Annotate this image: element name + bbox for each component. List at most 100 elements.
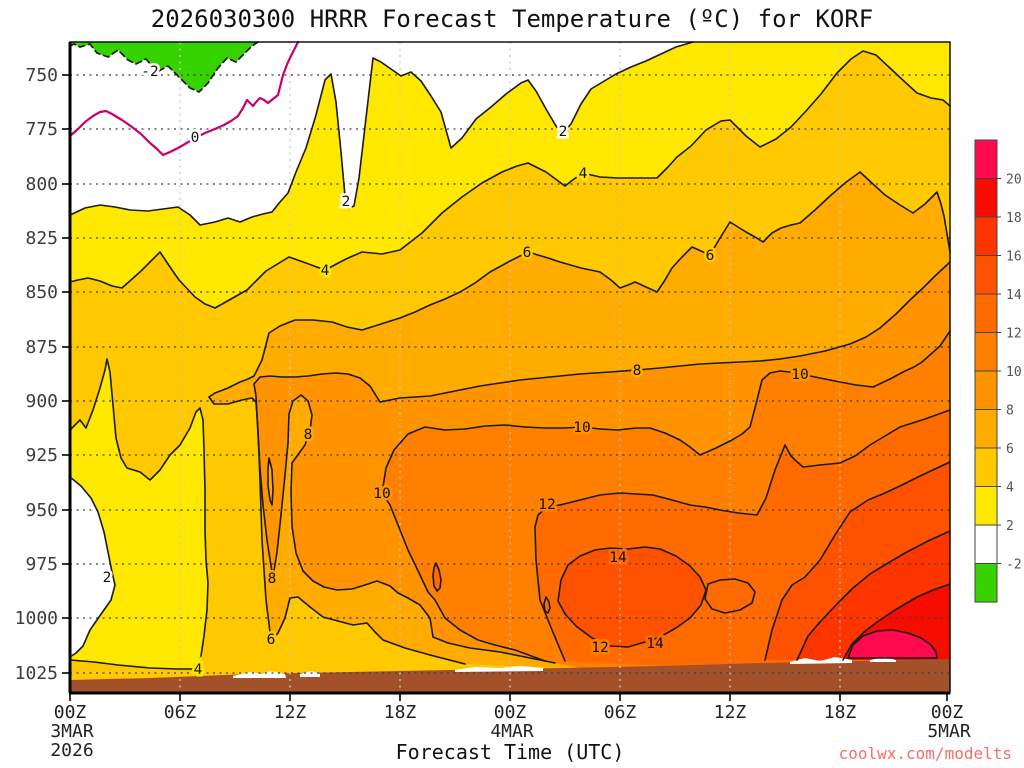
colorbar-segment bbox=[975, 217, 997, 257]
y-tick-label: 1025 bbox=[15, 663, 58, 684]
region-sliver-white-4 bbox=[790, 657, 852, 664]
y-tick-label: 825 bbox=[25, 228, 58, 249]
contour-label: 8 bbox=[633, 363, 642, 379]
contour-label: 2 bbox=[103, 570, 112, 586]
contour-label: 4 bbox=[579, 166, 588, 182]
contour-label: 4 bbox=[321, 263, 330, 279]
contour-label: 6 bbox=[706, 248, 715, 264]
contour-8 bbox=[253, 261, 951, 664]
contour-18-wedge bbox=[842, 583, 951, 661]
colorbar-tick-label: 6 bbox=[1006, 442, 1014, 457]
colorbar-tick-label: 16 bbox=[1006, 250, 1022, 265]
y-tick-label: 800 bbox=[25, 174, 58, 195]
colorbar-segment bbox=[975, 371, 997, 411]
region-sliver-white-3 bbox=[455, 666, 543, 672]
y-tick-label: 750 bbox=[25, 65, 58, 86]
contour-2 bbox=[69, 41, 694, 226]
contour-label: 14 bbox=[609, 550, 627, 566]
colorbar-tick-label: 20 bbox=[1006, 173, 1022, 188]
contour-0-magenta bbox=[68, 40, 300, 157]
colorbar-segment bbox=[975, 332, 997, 372]
region-ge20-pink-blob bbox=[848, 630, 937, 658]
x-tick-date-label: 5MAR bbox=[927, 721, 971, 742]
region-sliver-white-2 bbox=[300, 671, 320, 677]
contour-label: 2 bbox=[342, 194, 351, 210]
contour-14-blob bbox=[557, 546, 707, 648]
colorbar-tick-label: -2 bbox=[1006, 558, 1022, 573]
contour-label: 6 bbox=[523, 245, 532, 261]
y-tick-label: 850 bbox=[25, 282, 58, 303]
chart-title: 2026030300 HRRR Forecast Temperature (ºC… bbox=[150, 5, 874, 33]
y-tick-label: 775 bbox=[25, 119, 58, 140]
colorbar-segment bbox=[975, 525, 997, 565]
x-tick-label: 06Z bbox=[604, 702, 637, 723]
contour-label: 8 bbox=[268, 571, 277, 587]
region-white-blob-bottom-left bbox=[70, 477, 115, 657]
contour-minus2-dashed bbox=[69, 41, 259, 93]
x-axis-title: Forecast Time (UTC) bbox=[395, 740, 625, 764]
contour-label: -2 bbox=[141, 64, 158, 80]
region-14-closed-blob bbox=[558, 547, 706, 647]
contour-label: 12 bbox=[538, 497, 555, 513]
x-tick-label: 12Z bbox=[714, 702, 747, 723]
colorbar-tick-label: 12 bbox=[1006, 327, 1022, 342]
contour-20-pink-blob bbox=[847, 629, 938, 659]
contour-closed-pocket bbox=[704, 578, 756, 614]
contour-closed-teardrop-2 bbox=[543, 596, 551, 614]
x-tick-date-label: 4MAR bbox=[490, 721, 534, 742]
contour-closed-sliver bbox=[267, 457, 274, 506]
x-tick-label: 00Z bbox=[931, 702, 964, 723]
contour-closed-teardrop-1 bbox=[432, 562, 442, 592]
y-tick-label: 1000 bbox=[15, 608, 58, 629]
x-tick-label: 06Z bbox=[164, 702, 197, 723]
contour-6 bbox=[208, 171, 951, 665]
contour-label: 14 bbox=[646, 636, 664, 652]
region-below-minus2-green bbox=[70, 42, 258, 92]
contour-label: 8 bbox=[304, 427, 313, 443]
colorbar-tick-label: 18 bbox=[1006, 211, 1022, 226]
y-tick-label: 975 bbox=[25, 554, 58, 575]
colorbar-segment bbox=[975, 448, 997, 488]
contour-4-upper bbox=[69, 50, 951, 309]
colorbar-segment bbox=[975, 140, 997, 180]
contour-label: 0 bbox=[191, 130, 200, 146]
contour-12 bbox=[534, 409, 951, 662]
x-tick-label: 12Z bbox=[274, 702, 307, 723]
contour-4-lower bbox=[69, 358, 209, 670]
colorbar-segment bbox=[975, 178, 997, 218]
colorbar-segment bbox=[975, 409, 997, 449]
contour-2-blob bbox=[69, 476, 116, 658]
contour-16-wedge bbox=[796, 530, 951, 661]
colorbar-segment bbox=[975, 486, 997, 526]
x-tick-label: 18Z bbox=[824, 702, 857, 723]
contour-label: 10 bbox=[373, 486, 390, 502]
colorbar-tick-label: 14 bbox=[1006, 288, 1022, 303]
y-tick-label: 900 bbox=[25, 391, 58, 412]
colorbar-tick-label: 8 bbox=[1006, 404, 1014, 419]
contour-label: 6 bbox=[267, 632, 276, 648]
colorbar-tick-label: 4 bbox=[1006, 481, 1014, 496]
y-tick-label: 875 bbox=[25, 337, 58, 358]
x-tick-label: 18Z bbox=[384, 702, 417, 723]
colorbar-tick-label: 2 bbox=[1006, 519, 1014, 534]
contour-14-wedge bbox=[764, 461, 951, 661]
x-tick-date-label: 3MAR bbox=[50, 721, 94, 742]
x-tick-label: 00Z bbox=[494, 702, 527, 723]
colorbar-segment bbox=[975, 294, 997, 334]
contour-label: 10 bbox=[791, 367, 808, 383]
contour-label: 10 bbox=[573, 420, 590, 436]
contour-label: 4 bbox=[194, 662, 203, 678]
colorbar-segment bbox=[975, 255, 997, 295]
x-tick-label: 00Z bbox=[54, 702, 87, 723]
contour-10 bbox=[381, 330, 951, 662]
x-tick-date-label: 2026 bbox=[50, 740, 93, 761]
colorbar-segment bbox=[975, 563, 997, 603]
colorbar-tick-label: 10 bbox=[1006, 365, 1022, 380]
contour-label: 12 bbox=[591, 640, 608, 656]
watermark-link: coolwx.com/modelts bbox=[838, 744, 1012, 763]
contour-label: 2 bbox=[559, 124, 568, 140]
y-tick-label: 950 bbox=[25, 500, 58, 521]
y-tick-label: 925 bbox=[25, 445, 58, 466]
